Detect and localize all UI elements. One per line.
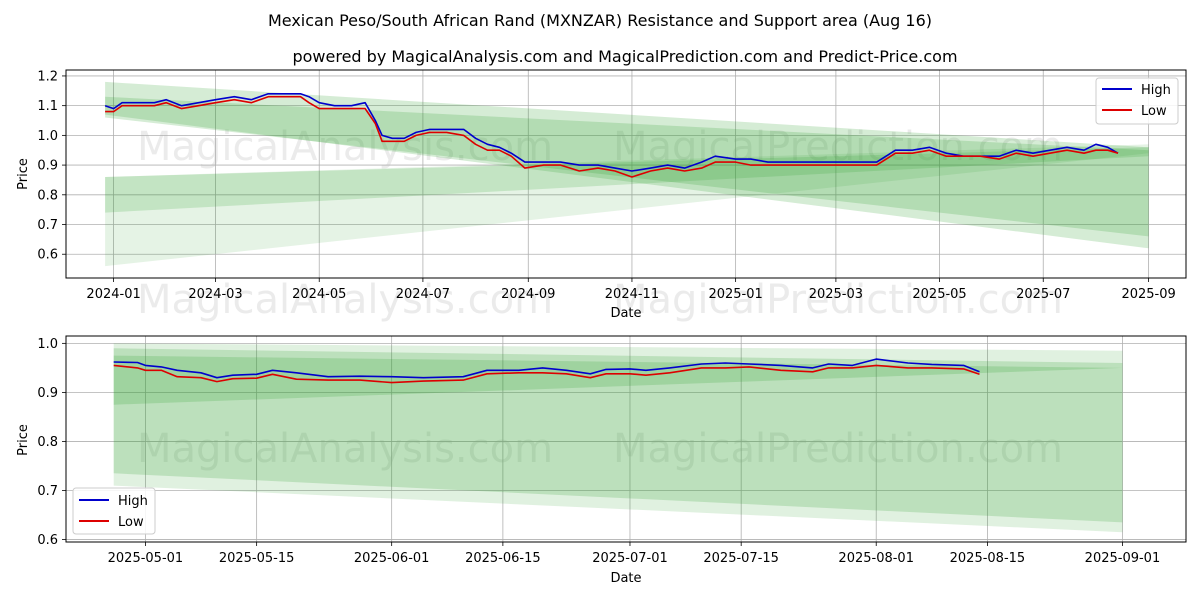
x-tick-label: 2025-08-01 (838, 551, 914, 566)
watermark-prediction-bottom: MagicalPrediction.com (613, 426, 1063, 472)
top-legend-low-label: Low (1141, 104, 1167, 119)
y-tick-label: 0.7 (37, 484, 58, 499)
series-line-low (113, 364, 980, 384)
y-tick-label: 1.0 (37, 337, 58, 352)
x-tick-label: 2024-07 (396, 287, 450, 302)
y-tick-label: 0.9 (37, 159, 58, 174)
x-tick-label: 2024-11 (605, 287, 659, 302)
support-resistance-band (105, 96, 1149, 237)
support-resistance-band (105, 147, 1149, 213)
x-tick-label: 2025-05 (912, 287, 966, 302)
x-tick-label: 2024-03 (188, 287, 242, 302)
watermark-prediction-top-2: MagicalPrediction.com (613, 277, 1063, 323)
top-x-axis-label: Date (610, 306, 641, 321)
x-tick-label: 2025-06-01 (354, 551, 430, 566)
watermark-analysis-top: MagicalAnalysis.com (137, 124, 553, 170)
top-y-axis-label: Price (16, 158, 31, 190)
x-tick-label: 2025-07-01 (592, 551, 668, 566)
x-tick-label: 2025-06-15 (465, 551, 541, 566)
chart-title: Mexican Peso/South African Rand (MXNZAR)… (268, 11, 932, 30)
x-tick-label: 2025-05-01 (108, 551, 184, 566)
bottom-panel: MagicalAnalysis.com MagicalPrediction.co… (16, 335, 1187, 586)
bottom-plot-frame (65, 335, 1187, 543)
support-resistance-band (113, 355, 1123, 405)
bottom-grid (66, 336, 1186, 542)
top-plot-frame (65, 69, 1187, 279)
y-tick-label: 0.8 (37, 435, 58, 450)
x-tick-label: 2025-07-15 (703, 551, 779, 566)
y-tick-label: 0.9 (37, 386, 58, 401)
x-tick-label: 2025-05-15 (219, 551, 295, 566)
chart-subtitle: powered by MagicalAnalysis.com and Magic… (292, 47, 957, 66)
y-tick-label: 1.1 (37, 99, 58, 114)
x-tick-label: 2025-09 (1121, 287, 1175, 302)
bottom-legend: High Low (72, 487, 156, 535)
top-bands (105, 81, 1149, 267)
x-tick-label: 2025-08-15 (950, 551, 1026, 566)
bottom-y-axis-label: Price (16, 424, 31, 456)
support-resistance-band (113, 343, 1123, 533)
bottom-x-axis-label: Date (610, 571, 641, 586)
y-tick-label: 0.6 (37, 533, 58, 548)
support-resistance-band (105, 144, 1149, 267)
watermark-analysis-bottom: MagicalAnalysis.com (137, 426, 553, 472)
y-tick-label: 1.0 (37, 129, 58, 144)
x-tick-label: 2025-07 (1016, 287, 1070, 302)
top-series (104, 93, 1119, 178)
y-tick-label: 1.2 (37, 69, 58, 84)
x-tick-label: 2024-09 (501, 287, 555, 302)
top-y-ticks: 0.6 0.7 0.8 0.9 1.0 1.1 1.2 (37, 69, 66, 263)
series-line-high (104, 93, 1119, 172)
watermark-analysis-top-2: MagicalAnalysis.com (137, 277, 553, 323)
support-resistance-band (113, 348, 1123, 523)
y-tick-label: 0.8 (37, 188, 58, 203)
top-legend-high-label: High (1141, 83, 1171, 98)
series-line-high (113, 358, 980, 379)
bottom-legend-low-label: Low (118, 515, 144, 530)
x-tick-label: 2025-03 (809, 287, 863, 302)
bottom-bands (113, 343, 1123, 533)
top-x-ticks: 2024-01 2024-03 2024-05 2024-07 2024-09 2024-… (86, 278, 1176, 302)
top-panel: MagicalAnalysis.com MagicalPrediction.co… (16, 69, 1187, 323)
bottom-watermarks: MagicalAnalysis.com MagicalPrediction.co… (137, 426, 1063, 472)
bottom-legend-high-label: High (118, 494, 148, 509)
bottom-x-ticks: 2025-05-01 2025-05-15 2025-06-01 2025-06-15… (108, 542, 1161, 566)
bottom-y-ticks: 0.6 0.7 0.8 0.9 1.0 (37, 337, 66, 548)
top-legend: High Low (1095, 77, 1179, 125)
x-tick-label: 2025-01 (708, 287, 762, 302)
series-line-low (105, 95, 1119, 178)
y-tick-label: 0.6 (37, 248, 58, 263)
x-tick-label: 2024-05 (292, 287, 346, 302)
y-tick-label: 0.7 (37, 218, 58, 233)
x-tick-label: 2024-01 (86, 287, 140, 302)
x-tick-label: 2025-09-01 (1085, 551, 1161, 566)
top-grid (66, 70, 1186, 278)
top-watermarks: MagicalAnalysis.com MagicalPrediction.co… (137, 124, 1063, 323)
bottom-series (113, 358, 980, 384)
support-resistance-band (105, 81, 1149, 249)
